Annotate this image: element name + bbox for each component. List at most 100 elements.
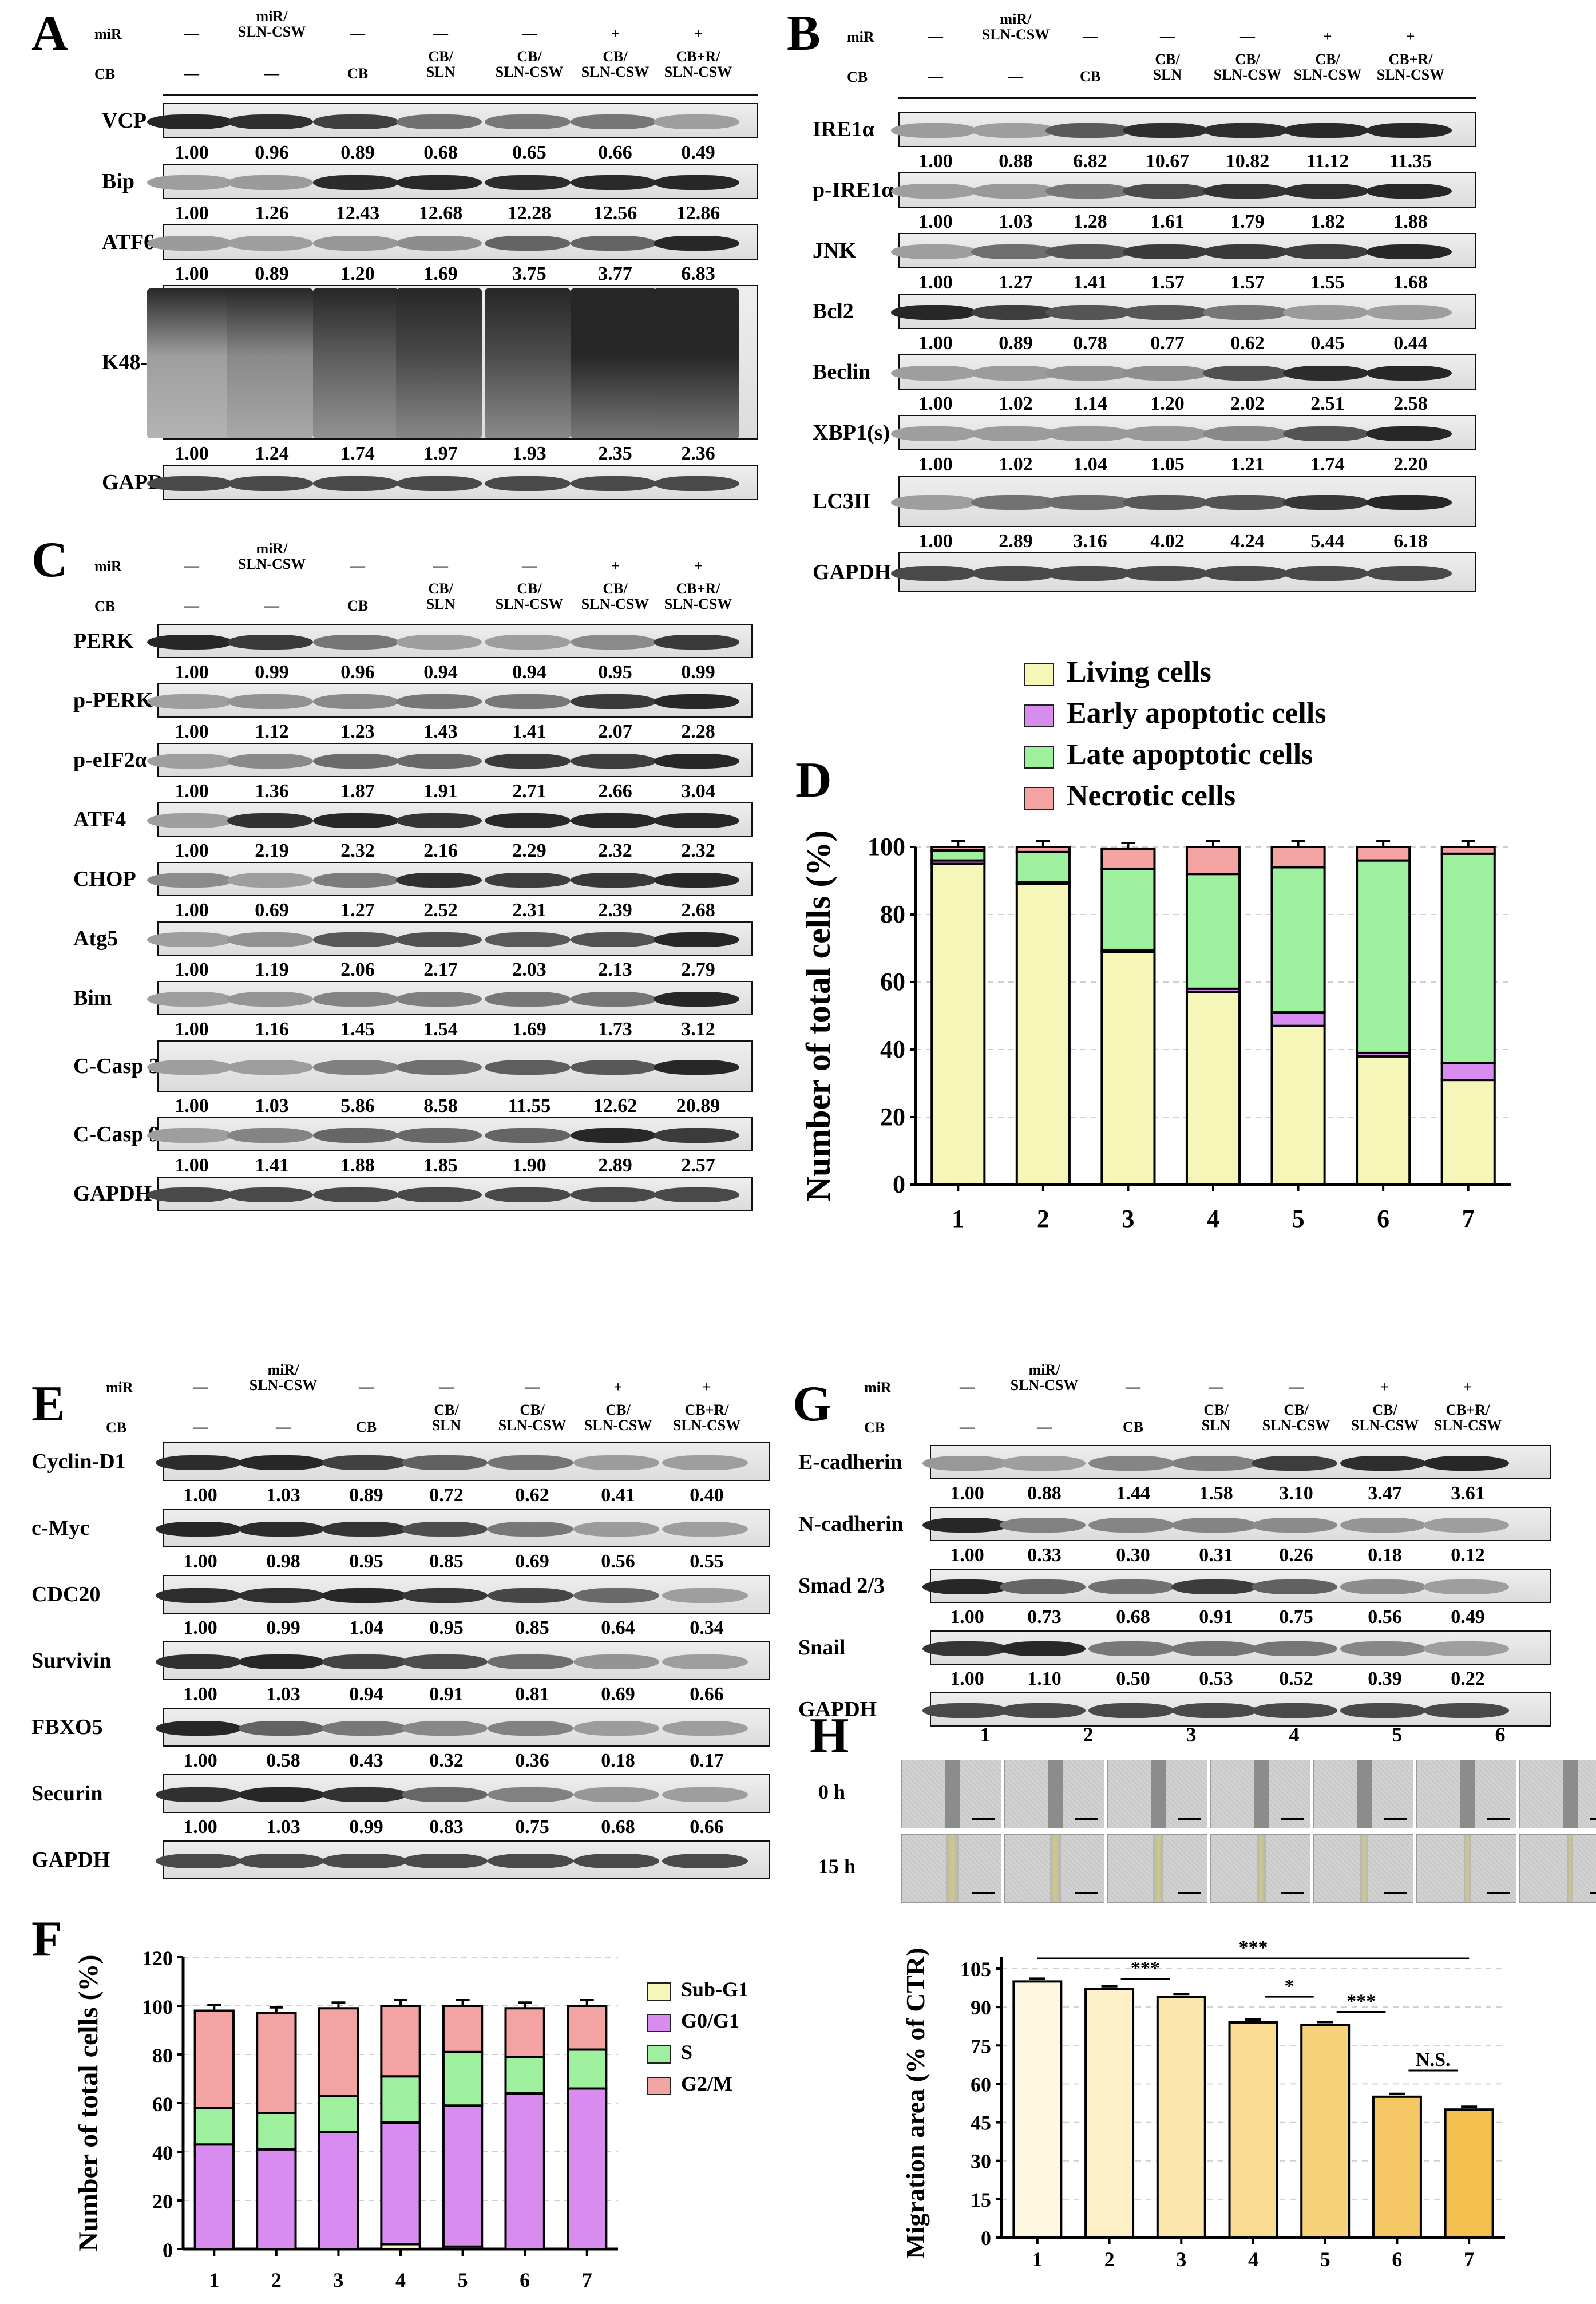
legend-item-sub-g1: Sub-G1 [647, 1977, 749, 2001]
legend-item-early-apoptotic-cells: Early apoptotic cells [1024, 696, 1326, 730]
band [147, 1128, 233, 1143]
row-label-c-myc: c-Myc [31, 1516, 90, 1540]
header-mir-label: miR [106, 1379, 133, 1396]
legend-swatch [647, 2045, 671, 2064]
panel-label-F: F [31, 1911, 62, 1967]
band [573, 1787, 659, 1802]
scratch-gap [1153, 1835, 1163, 1902]
header-cb-2: — [276, 1419, 291, 1435]
scratch-lane-2: 2 [1083, 1723, 1094, 1746]
scale-bar [1178, 1892, 1201, 1894]
row-label-bcl2: Bcl2 [813, 299, 854, 323]
quant-value: 0.95 [429, 1617, 464, 1638]
header-mir-6: + [1380, 1379, 1389, 1395]
quant-value: 1.41 [255, 1155, 289, 1176]
row-label-jnk: JNK [813, 239, 856, 263]
scratch-image [1416, 1834, 1516, 1903]
scale-bar [1487, 1892, 1510, 1894]
header-cb-5: CB/ SLN-CSW [495, 48, 564, 81]
row-label-p-perk: p-PERK [73, 688, 153, 712]
scale-bar [1075, 1892, 1098, 1894]
band [1252, 1579, 1337, 1594]
quant-value: 1.19 [255, 959, 289, 980]
header-cb-2: — [1008, 68, 1023, 85]
quant-value: 1.02 [999, 393, 1033, 414]
scratch-image [1210, 1834, 1310, 1903]
quant-value: 1.69 [423, 263, 458, 284]
legend-swatch [647, 2013, 671, 2032]
header-mir-1: — [960, 1379, 975, 1395]
band [1123, 495, 1209, 510]
quant-value: 2.32 [681, 840, 715, 861]
band [571, 635, 656, 650]
band [1171, 1518, 1257, 1533]
quant-value: 11.12 [1306, 151, 1349, 172]
band [227, 1128, 313, 1143]
band [239, 1588, 324, 1603]
quant-value: 1.03 [266, 1484, 300, 1506]
panel-label-H: H [810, 1708, 849, 1764]
quant-value: 0.55 [690, 1551, 724, 1572]
quant-value: 20.89 [676, 1095, 720, 1117]
quant-value: 1.91 [423, 781, 458, 802]
band [571, 1187, 656, 1202]
scratch-gap [944, 1760, 960, 1828]
x-tick-label: 1 [209, 2269, 219, 2291]
blot-beclin [891, 354, 1476, 390]
band [156, 1721, 241, 1736]
quant-value: 0.62 [1230, 332, 1265, 354]
band [891, 305, 977, 320]
quant-value: 2.89 [598, 1155, 632, 1176]
blot-p-ire1- [891, 172, 1476, 208]
bar-segment [1100, 847, 1156, 870]
band [573, 1721, 659, 1736]
quant-value: 1.05 [1150, 454, 1185, 475]
band [227, 1187, 313, 1202]
scratch-image [901, 1760, 1001, 1828]
band [1340, 1456, 1426, 1471]
header-cb-3: CB [1122, 1419, 1144, 1435]
band [1366, 495, 1452, 510]
y-tick-label: 120 [142, 1947, 173, 1970]
band [971, 566, 1057, 581]
quant-value: 1.57 [1150, 272, 1185, 293]
bar-segment [442, 2050, 484, 2107]
band [156, 1522, 241, 1537]
band [396, 288, 482, 438]
scratch-gap [1150, 1760, 1166, 1828]
quant-value: 1.93 [512, 443, 546, 464]
band [227, 1060, 313, 1075]
bar-segment [442, 2005, 484, 2053]
band [156, 1654, 241, 1669]
quant-value: 0.78 [1073, 332, 1107, 354]
blot-ire1- [891, 112, 1476, 147]
band [1340, 1641, 1426, 1656]
scratch-image [1107, 1834, 1207, 1903]
band [571, 236, 656, 251]
band [571, 1128, 656, 1143]
header-cb-4: CB/ SLN [1153, 51, 1182, 84]
band [1252, 1456, 1337, 1471]
header-cb-7: CB+R/ SLN-CSW [1376, 51, 1445, 84]
quant-value: 0.41 [601, 1484, 635, 1506]
significance-label: *** [1346, 1991, 1376, 2012]
header-cb-1: — [184, 65, 199, 82]
quant-value: 0.99 [255, 662, 289, 683]
header-mir-5: — [1289, 1379, 1304, 1395]
band [322, 1455, 407, 1470]
quant-value: 10.67 [1145, 151, 1190, 172]
blot-fbxo5 [156, 1708, 770, 1747]
quant-value: 1.00 [175, 1155, 209, 1176]
band [239, 1455, 324, 1470]
blot-gapdh [156, 1840, 770, 1879]
legend-item-g0-g1: G0/G1 [647, 2009, 739, 2033]
band [1283, 426, 1369, 441]
scratch-lane-4: 4 [1289, 1723, 1300, 1746]
quant-value: 1.16 [255, 1019, 289, 1040]
quant-value: 2.35 [598, 443, 632, 464]
header-cb-3: CB [1079, 68, 1101, 85]
quant-value: 0.77 [1150, 332, 1185, 354]
band [662, 1721, 748, 1736]
bar-segment [256, 2012, 297, 2114]
y-tick-label: 60 [152, 2093, 173, 2116]
